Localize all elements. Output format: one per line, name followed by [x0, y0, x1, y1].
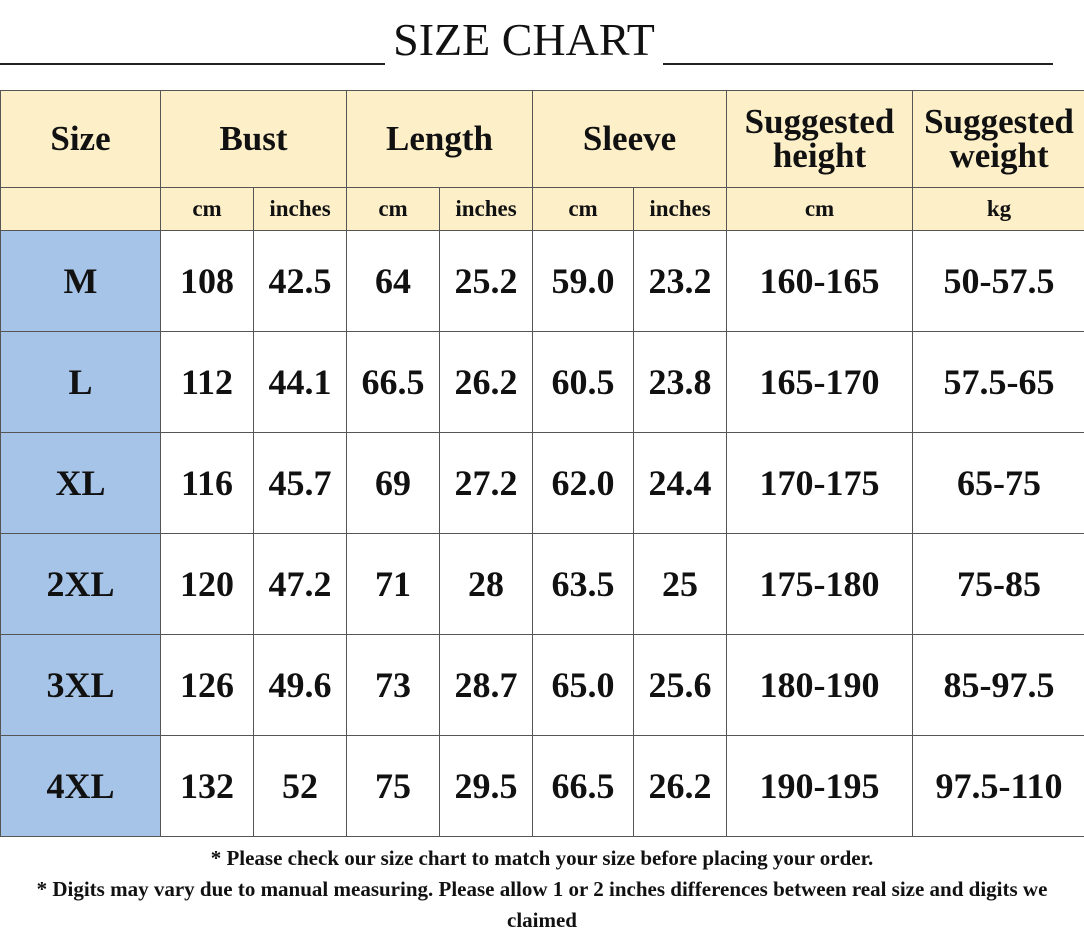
- data-cell: 160-165: [727, 231, 913, 332]
- data-cell: 132: [161, 736, 254, 837]
- data-cell: 112: [161, 332, 254, 433]
- title: SIZE CHART: [385, 14, 663, 66]
- data-cell: 180-190: [727, 635, 913, 736]
- units-cell: kg: [913, 188, 1084, 231]
- data-cell: 28: [440, 534, 533, 635]
- size-cell: L: [1, 332, 161, 433]
- data-cell: 170-175: [727, 433, 913, 534]
- title-row: SIZE CHART: [0, 14, 1084, 70]
- data-cell: 52: [254, 736, 347, 837]
- header-cell: Size: [1, 91, 161, 188]
- data-cell: 26.2: [634, 736, 727, 837]
- data-cell: 71: [347, 534, 440, 635]
- note: * Please check our size chart to match y…: [0, 843, 1084, 874]
- data-cell: 65.0: [533, 635, 634, 736]
- data-cell: 165-170: [727, 332, 913, 433]
- header-cell: Suggested height: [727, 91, 913, 188]
- data-cell: 44.1: [254, 332, 347, 433]
- data-cell: 175-180: [727, 534, 913, 635]
- data-cell: 69: [347, 433, 440, 534]
- header-cell: Bust: [161, 91, 347, 188]
- size-cell: 4XL: [1, 736, 161, 837]
- data-cell: 65-75: [913, 433, 1084, 534]
- size-cell: M: [1, 231, 161, 332]
- data-cell: 27.2: [440, 433, 533, 534]
- data-cell: 29.5: [440, 736, 533, 837]
- data-cell: 45.7: [254, 433, 347, 534]
- size-cell: XL: [1, 433, 161, 534]
- title-rule: [663, 63, 1053, 65]
- data-cell: 47.2: [254, 534, 347, 635]
- data-cell: 63.5: [533, 534, 634, 635]
- data-cell: 57.5-65: [913, 332, 1084, 433]
- data-cell: 108: [161, 231, 254, 332]
- data-cell: 66.5: [347, 332, 440, 433]
- data-cell: 126: [161, 635, 254, 736]
- size-cell: 3XL: [1, 635, 161, 736]
- data-cell: 75-85: [913, 534, 1084, 635]
- data-cell: 64: [347, 231, 440, 332]
- title-rule: [0, 63, 385, 65]
- data-cell: 66.5: [533, 736, 634, 837]
- units-cell: cm: [347, 188, 440, 231]
- data-cell: 50-57.5: [913, 231, 1084, 332]
- data-cell: 73: [347, 635, 440, 736]
- data-cell: 116: [161, 433, 254, 534]
- data-cell: 24.4: [634, 433, 727, 534]
- data-cell: 25.6: [634, 635, 727, 736]
- data-cell: 28.7: [440, 635, 533, 736]
- units-cell: cm: [161, 188, 254, 231]
- data-cell: 23.8: [634, 332, 727, 433]
- size-cell: 2XL: [1, 534, 161, 635]
- units-cell-empty: [1, 188, 161, 231]
- notes: * Please check our size chart to match y…: [0, 843, 1084, 936]
- data-cell: 59.0: [533, 231, 634, 332]
- data-cell: 120: [161, 534, 254, 635]
- data-cell: 25: [634, 534, 727, 635]
- data-cell: 25.2: [440, 231, 533, 332]
- data-cell: 42.5: [254, 231, 347, 332]
- data-cell: 190-195: [727, 736, 913, 837]
- data-cell: 97.5-110: [913, 736, 1084, 837]
- units-cell: cm: [727, 188, 913, 231]
- units-cell: inches: [254, 188, 347, 231]
- header-cell: Sleeve: [533, 91, 727, 188]
- data-cell: 49.6: [254, 635, 347, 736]
- data-cell: 75: [347, 736, 440, 837]
- units-cell: inches: [440, 188, 533, 231]
- header-cell: Length: [347, 91, 533, 188]
- data-cell: 85-97.5: [913, 635, 1084, 736]
- data-cell: 62.0: [533, 433, 634, 534]
- data-cell: 26.2: [440, 332, 533, 433]
- header-cell: Suggested weight: [913, 91, 1084, 188]
- units-cell: inches: [634, 188, 727, 231]
- data-cell: 60.5: [533, 332, 634, 433]
- data-cell: 23.2: [634, 231, 727, 332]
- units-cell: cm: [533, 188, 634, 231]
